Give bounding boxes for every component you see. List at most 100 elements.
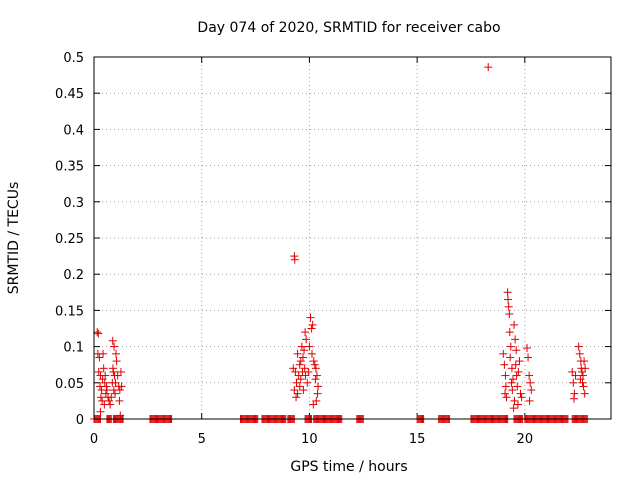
data-point [307,324,316,333]
data-point [512,371,521,380]
data-point [512,346,521,355]
data-point [312,371,321,380]
data-point [107,393,116,402]
data-point [310,360,319,369]
data-point [305,342,314,351]
data-point [501,389,510,398]
data-point [508,386,517,395]
data-point [117,382,126,391]
data-point [311,364,320,373]
data-point [298,353,307,362]
data-point [302,335,311,344]
data-point [295,382,304,391]
data-point [301,328,310,337]
data-point [506,342,515,351]
data-point [569,394,578,403]
data-point [484,63,493,72]
data-point [106,400,115,409]
tick-layer: 0 0.05 0.1 0.15 0.2 0.25 0.3 0.35 0.4 0.45 0.5 0 5 10… [55,51,611,447]
data-point [94,367,103,376]
data-point [513,400,522,409]
data-point [522,344,531,353]
grid-layer [94,57,611,419]
data-point [580,357,589,366]
data-point [101,389,110,398]
data-point [289,364,298,373]
y-tick-label: 0 [76,413,84,428]
data-point [108,336,117,345]
data-point [309,400,318,409]
data-point [507,364,516,373]
y-tick-label: 0.5 [63,51,84,66]
data-point [308,349,317,358]
chart-title: Day 074 of 2020, SRMTID for receiver cab… [197,20,500,36]
data-point [504,295,513,304]
data-point [503,288,512,297]
y-tick-label: 0.25 [55,232,84,247]
data-point [299,386,308,395]
data-point [292,393,301,402]
data-point [290,255,299,264]
data-point [300,346,309,355]
data-point [105,396,114,405]
data-point [314,382,323,391]
data-point [116,367,125,376]
data-point [113,371,122,380]
data-point [293,389,302,398]
data-point [579,382,588,391]
data-point [115,396,124,405]
data-point [516,389,525,398]
data-point [508,375,517,384]
data-point [506,353,515,362]
data-point [499,349,508,358]
data-point [115,386,124,395]
y-tick-label: 0.45 [55,87,84,102]
data-point [505,310,514,319]
data-point [510,396,519,405]
data-point [99,349,108,358]
data-point [502,393,511,402]
data-point [308,320,317,329]
data-point [505,328,514,337]
data-point [293,349,302,358]
data-point [501,382,510,391]
y-tick-label: 0.4 [63,123,84,138]
data-point [290,386,299,395]
data-point [569,378,578,387]
data-point [507,378,516,387]
data-point [95,353,104,362]
data-point [294,371,303,380]
data-point [111,349,120,358]
data-point [112,357,121,366]
x-axis-title: GPS time / hours [290,459,407,475]
data-point [527,386,536,395]
y-axis-title: SRMTID / TECUs [6,182,22,295]
data-point [291,367,300,376]
data-point [313,389,322,398]
data-point [501,371,510,380]
data-point [101,371,110,380]
data-point [111,389,120,398]
data-point [296,375,305,384]
data-point [510,320,519,329]
data-point [568,367,577,376]
data-point [525,371,534,380]
x-tick-label: 5 [198,432,206,447]
x-tick-label: 20 [517,432,534,447]
data-point [524,353,533,362]
x-tick-label: 0 [90,432,98,447]
data-point [102,382,111,391]
data-point [94,329,103,338]
data-points [93,63,590,420]
data-point [311,375,320,384]
data-point [93,328,102,337]
data-point [511,360,520,369]
data-point [578,378,587,387]
data-point [514,367,523,376]
data-point [98,396,107,405]
data-point [525,396,534,405]
data-point [298,367,307,376]
y-tick-label: 0.2 [63,268,84,283]
